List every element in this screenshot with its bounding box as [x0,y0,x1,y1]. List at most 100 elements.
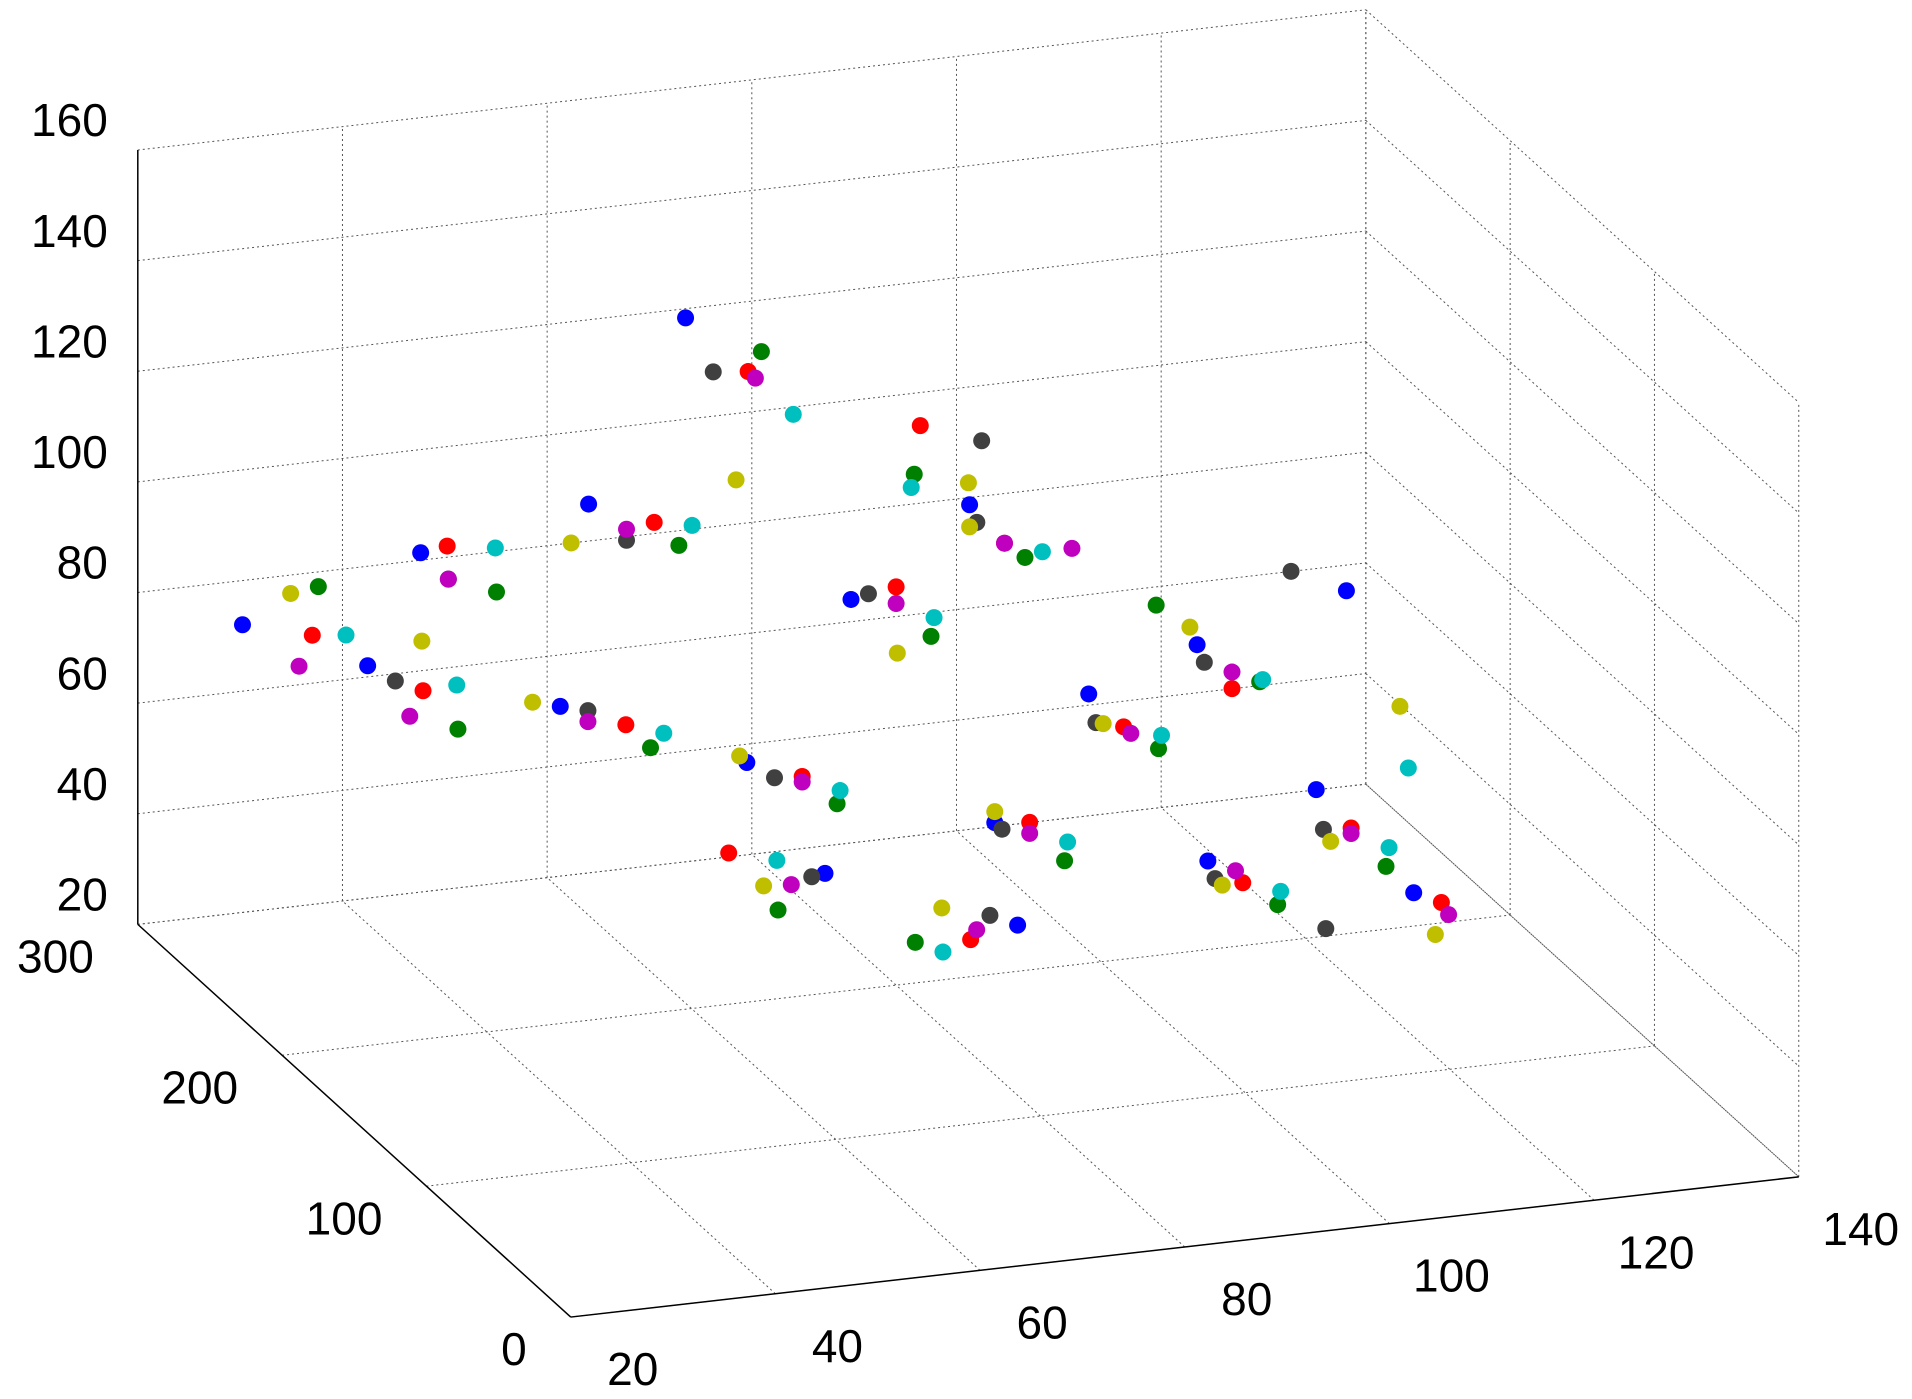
grid-line [342,900,776,1295]
point [670,536,688,554]
point [438,537,456,555]
grid-line [1365,673,1800,1067]
point [888,644,906,662]
grid-line [137,341,1366,483]
point [727,471,745,489]
point [487,583,505,601]
point [1391,697,1409,715]
z-tick-label: 120 [31,315,108,367]
point [1150,740,1168,758]
z-tick-label: 60 [57,647,108,699]
grid-line [1365,341,1800,735]
z-tick-label: 20 [57,869,108,921]
point [1059,833,1077,851]
point [922,627,940,645]
point [1426,926,1444,944]
point [1195,653,1213,671]
grid-line [137,673,1366,815]
point [902,478,920,496]
grid-line [1365,783,1800,1178]
z-tick-label: 160 [31,94,108,146]
point [1399,759,1417,777]
point [412,544,430,562]
point [793,773,811,791]
point [1033,543,1051,561]
point [580,495,598,513]
point [386,672,404,690]
point [1380,839,1398,857]
point [961,518,979,536]
point [439,570,457,588]
point [579,713,597,731]
y-tick-label: 200 [161,1061,238,1113]
point [981,906,999,924]
point [401,707,419,725]
point [768,851,786,869]
point [769,901,787,919]
grid-line [1365,230,1800,625]
grid-line [426,1045,1655,1187]
x-tick-label: 80 [1221,1273,1272,1325]
point [290,657,308,675]
x-tick-label: 140 [1822,1203,1899,1255]
grid-line [1365,451,1800,846]
point [766,769,784,787]
point [449,720,467,738]
point [524,693,542,711]
point [755,877,773,895]
point [414,682,432,700]
point [1094,715,1112,733]
grid-line [137,9,1366,151]
point [1147,596,1165,614]
point [645,513,663,531]
point [782,876,800,894]
point [1188,636,1206,654]
point [1405,884,1423,902]
x-axis [570,1176,1799,1318]
point [551,697,569,715]
point [968,921,986,939]
point [906,933,924,951]
point [413,632,431,650]
point [1153,726,1171,744]
point [720,844,738,862]
point [752,343,770,361]
point [887,578,905,596]
point [1254,671,1272,689]
point [617,716,635,734]
point [933,899,951,917]
grid-line [282,914,1511,1056]
point [233,616,251,634]
point [1377,857,1395,875]
grid-line [137,119,1366,262]
y-tick-label: 300 [17,931,94,983]
point [1269,896,1287,914]
point [959,474,977,492]
grid-line [137,451,1366,593]
grid-line [956,830,1390,1224]
point [925,609,943,627]
point [859,585,877,603]
point [486,539,504,557]
point [359,657,377,675]
y-tick-label: 100 [306,1192,383,1244]
point [1080,685,1098,703]
point [993,820,1011,838]
grid-line [1365,562,1800,956]
point [911,417,929,435]
point [1440,906,1458,924]
point [1272,882,1290,900]
point [803,868,821,886]
point [1282,562,1300,580]
y-tick-label: 0 [501,1323,527,1375]
z-tick-label: 100 [31,426,108,478]
point [1181,618,1199,636]
point [655,724,673,742]
point [1227,862,1245,880]
point [1337,582,1355,600]
point [784,405,802,423]
point [303,626,321,644]
point [887,594,905,612]
z-tick-label: 40 [57,758,108,810]
point [1342,825,1360,843]
